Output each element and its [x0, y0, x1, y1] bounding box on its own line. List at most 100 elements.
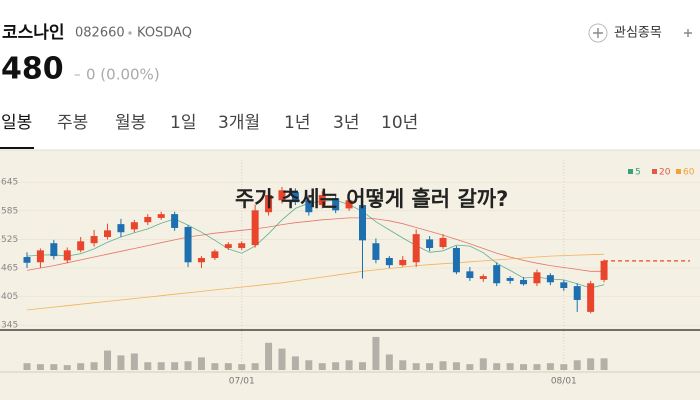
candle-body [372, 243, 380, 260]
volume-bar [238, 364, 246, 370]
candle-body [184, 226, 192, 263]
y-tick-label: 405 [1, 292, 18, 302]
tab[interactable]: 3개월 [218, 113, 260, 133]
candle-body [385, 257, 393, 266]
volume-bar [291, 356, 299, 370]
volume-bar [77, 363, 85, 370]
legend-label: 5 [635, 168, 641, 178]
volume-bar [157, 362, 165, 370]
volume-bar [50, 364, 58, 370]
candle-body [63, 250, 71, 261]
volume-bar [372, 336, 380, 370]
candle-body [573, 286, 581, 300]
moving-average-line [26, 217, 605, 272]
candle-body [171, 214, 179, 228]
watchlist-button[interactable]: 관심종목 [588, 23, 662, 43]
legend-label: 20 [659, 168, 671, 178]
watchlist-icon [588, 23, 608, 43]
volume-bar [520, 364, 528, 370]
volume-bar [90, 362, 98, 370]
stock-code: 082660 [75, 26, 125, 41]
volume-bar [426, 363, 434, 370]
legend-label: 60 [683, 168, 695, 178]
candle-body [291, 192, 299, 203]
candle-body [533, 272, 541, 284]
candle-body [77, 241, 85, 251]
candle-body [224, 244, 232, 248]
volume-bar [600, 358, 608, 370]
candle-body [587, 283, 595, 312]
change-mark: – [74, 68, 81, 83]
volume-bar [385, 354, 393, 370]
tab[interactable]: 주봉 [57, 113, 88, 133]
change: 0 (0.00%) [86, 66, 160, 84]
tab[interactable]: 일봉 [1, 113, 32, 133]
y-tick-label: 645 [1, 178, 18, 188]
volume-bar [573, 360, 581, 370]
candle-body [520, 279, 528, 285]
candle-body [359, 205, 366, 241]
plus-icon [593, 28, 603, 38]
candle-body [318, 195, 326, 206]
plot: 645 585 525 465 405 345 07/01 08/01 5 20 60 [0, 160, 700, 387]
candle-body [412, 234, 420, 263]
candle-body [466, 271, 474, 279]
x-tick-label: 08/01 [551, 377, 577, 387]
candle-body [305, 200, 313, 213]
candle-body [278, 190, 286, 201]
candle-body [399, 259, 407, 266]
volume-bar [493, 363, 501, 370]
candle-body [157, 214, 165, 218]
candle-body [90, 236, 98, 244]
tab[interactable]: 10년 [381, 113, 418, 133]
volume-bar [452, 362, 460, 370]
candle-body [197, 257, 205, 263]
candle-body [506, 278, 514, 281]
price: 480 [1, 52, 64, 87]
candle-body [130, 222, 138, 230]
candle-body [439, 237, 447, 248]
volume-bar [63, 365, 71, 370]
chart-title: 주가 추세는 어떻게 흘러 갈까? [235, 187, 508, 211]
volume-bar [359, 362, 366, 370]
volume-bar [211, 363, 219, 370]
tab[interactable]: 1일 [170, 113, 196, 133]
volume-bar [130, 353, 138, 370]
volume-bar [345, 360, 353, 370]
tab[interactable]: 1년 [284, 113, 310, 133]
y-tick-label: 465 [1, 264, 18, 274]
candle-body [345, 200, 353, 209]
candle-body [50, 243, 58, 257]
watchlist-label: 관심종목 [614, 26, 662, 41]
volume-bar [332, 362, 340, 370]
more-icon[interactable] [684, 29, 692, 37]
volume-bar [318, 363, 326, 370]
stock-name: 코스나인 [2, 23, 65, 43]
volume-bar [412, 363, 420, 370]
candle-body [600, 260, 608, 280]
tab[interactable]: 3년 [333, 113, 359, 133]
moving-average-line [26, 253, 605, 311]
separator-dot [128, 31, 132, 35]
candle-body [332, 198, 340, 211]
candle-body [238, 243, 246, 248]
volume-bar [533, 364, 541, 370]
volume-bar [546, 363, 554, 370]
volume-bar [466, 364, 474, 370]
candle-body [546, 275, 554, 283]
volume-bar [224, 363, 232, 370]
tab-bar: 일봉 주봉 월봉 1일 3개월 1년 3년 10년 [1, 113, 418, 133]
volume-bar [560, 364, 568, 370]
volume-bar [439, 361, 447, 370]
volume-bar [171, 362, 179, 370]
volume-bar [23, 363, 31, 370]
volume-bar [278, 348, 286, 370]
candle-body [144, 216, 152, 223]
tab[interactable]: 월봉 [115, 113, 146, 133]
y-tick-label: 525 [1, 235, 18, 245]
volume-bar [479, 358, 487, 370]
legend-swatch [628, 169, 633, 174]
volume-bar [36, 364, 44, 370]
candle-body [479, 276, 487, 279]
candle-body [493, 265, 501, 284]
